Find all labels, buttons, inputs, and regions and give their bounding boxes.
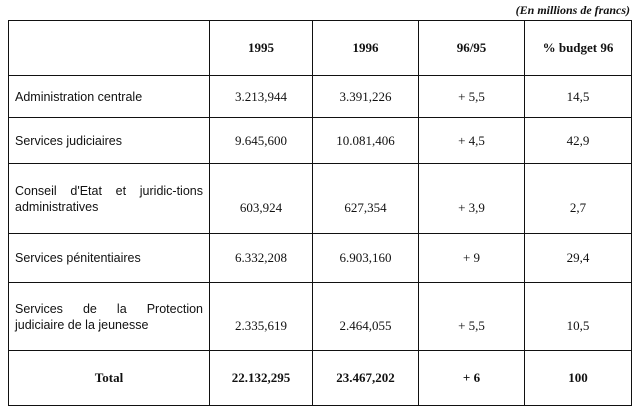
value-1995: 2.335,619	[209, 282, 313, 351]
header-1996: 1996	[312, 20, 419, 76]
value-1995: 9.645,600	[209, 117, 313, 164]
header-label	[8, 20, 210, 76]
budget-table: 1995 1996 96/95 % budget 96 Administrati…	[8, 20, 632, 406]
total-value-1995: 22.132,295	[209, 350, 313, 406]
total-row: Total 22.132,295 23.467,202 + 6 100	[8, 350, 632, 406]
total-value-1996: 23.467,202	[312, 350, 419, 406]
change-96-95: + 5,5	[418, 282, 525, 351]
total-pct-budget-96: 100	[524, 350, 632, 406]
row-label: Conseil d'Etat et juridic-tions administ…	[8, 163, 210, 234]
value-1996: 3.391,226	[312, 75, 419, 118]
change-96-95: + 9	[418, 233, 525, 283]
total-change-96-95: + 6	[418, 350, 525, 406]
total-row-label: Total	[8, 350, 210, 406]
pct-budget-96: 14,5	[524, 75, 632, 118]
change-96-95: + 3,9	[418, 163, 525, 234]
row-label: Administration centrale	[8, 75, 210, 118]
pct-budget-96: 29,4	[524, 233, 632, 283]
value-1995: 603,924	[209, 163, 313, 234]
value-1996: 6.903,160	[312, 233, 419, 283]
table-row: Services de la Protection judiciaire de …	[8, 282, 632, 351]
change-96-95: + 5,5	[418, 75, 525, 118]
header-change: 96/95	[418, 20, 525, 76]
table-row: Administration centrale 3.213,944 3.391,22…	[8, 75, 632, 118]
pct-budget-96: 42,9	[524, 117, 632, 164]
row-label: Services pénitentiaires	[8, 233, 210, 283]
pct-budget-96: 2,7	[524, 163, 632, 234]
header-1995: 1995	[209, 20, 313, 76]
row-label: Services de la Protection judiciaire de …	[8, 282, 210, 351]
value-1995: 6.332,208	[209, 233, 313, 283]
value-1996: 2.464,055	[312, 282, 419, 351]
value-1996: 627,354	[312, 163, 419, 234]
table-row: Conseil d'Etat et juridic-tions administ…	[8, 163, 632, 234]
header-row: 1995 1996 96/95 % budget 96	[8, 20, 632, 76]
table-row: Services judiciaires 9.645,600 10.081,406 +…	[8, 117, 632, 164]
row-label: Services judiciaires	[8, 117, 210, 164]
pct-budget-96: 10,5	[524, 282, 632, 351]
value-1995: 3.213,944	[209, 75, 313, 118]
value-1996: 10.081,406	[312, 117, 419, 164]
header-pct: % budget 96	[524, 20, 632, 76]
table-row: Services pénitentiaires 6.332,208 6.903,16…	[8, 233, 632, 283]
unit-note: (En millions de francs)	[515, 3, 630, 17]
change-96-95: + 4,5	[418, 117, 525, 164]
